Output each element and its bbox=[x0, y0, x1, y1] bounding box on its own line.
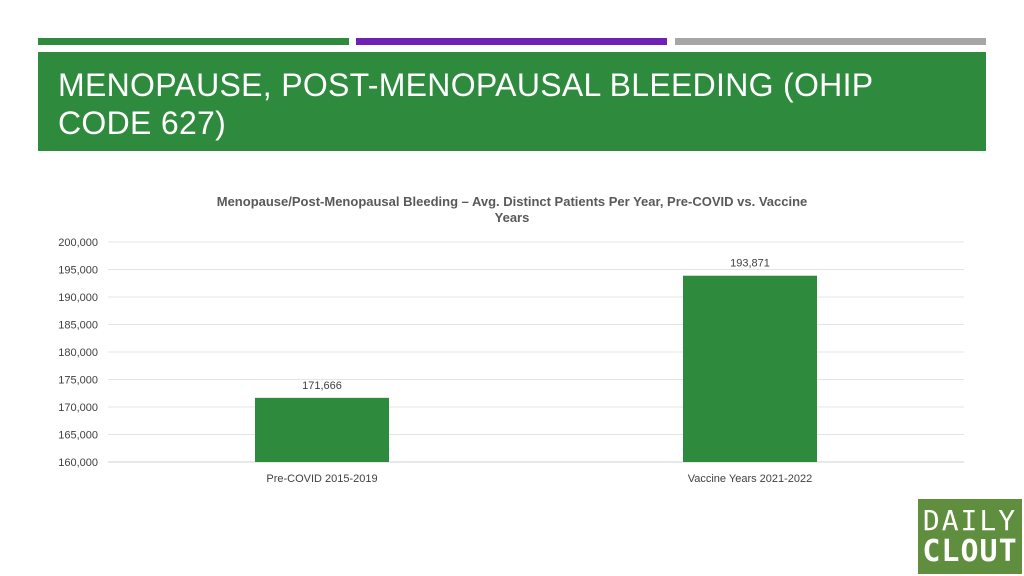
x-tick-label: Vaccine Years 2021-2022 bbox=[688, 473, 813, 485]
y-tick-label: 190,000 bbox=[58, 292, 98, 304]
y-tick-label: 165,000 bbox=[58, 430, 98, 442]
y-tick-label: 175,000 bbox=[58, 375, 98, 387]
x-tick-label: Pre-COVID 2015-2019 bbox=[266, 473, 377, 485]
y-tick-label: 185,000 bbox=[58, 320, 98, 332]
chart-title: Menopause/Post-Menopausal Bleeding – Avg… bbox=[217, 194, 808, 225]
y-tick-label: 200,000 bbox=[58, 237, 98, 249]
bar bbox=[683, 275, 817, 462]
accent-stripe-gray bbox=[675, 38, 986, 45]
y-tick-label: 170,000 bbox=[58, 402, 98, 414]
y-tick-label: 180,000 bbox=[58, 347, 98, 359]
bar bbox=[255, 397, 389, 462]
y-tick-label: 195,000 bbox=[58, 265, 98, 277]
accent-stripe-green bbox=[38, 38, 349, 45]
slide-title: MENOPAUSE, POST-MENOPAUSAL BLEEDING (OHI… bbox=[58, 67, 873, 141]
data-label: 193,871 bbox=[730, 258, 770, 270]
accent-stripe-purple bbox=[356, 38, 667, 45]
y-tick-label: 160,000 bbox=[58, 457, 98, 469]
data-label: 171,666 bbox=[302, 380, 342, 392]
dailyclout-logo: DAILY CLOUT bbox=[916, 497, 1024, 576]
title-band: MENOPAUSE, POST-MENOPAUSAL BLEEDING (OHI… bbox=[38, 52, 986, 151]
logo-text-daily: DAILY bbox=[922, 503, 1018, 537]
logo-text-clout: CLOUT bbox=[922, 533, 1018, 569]
